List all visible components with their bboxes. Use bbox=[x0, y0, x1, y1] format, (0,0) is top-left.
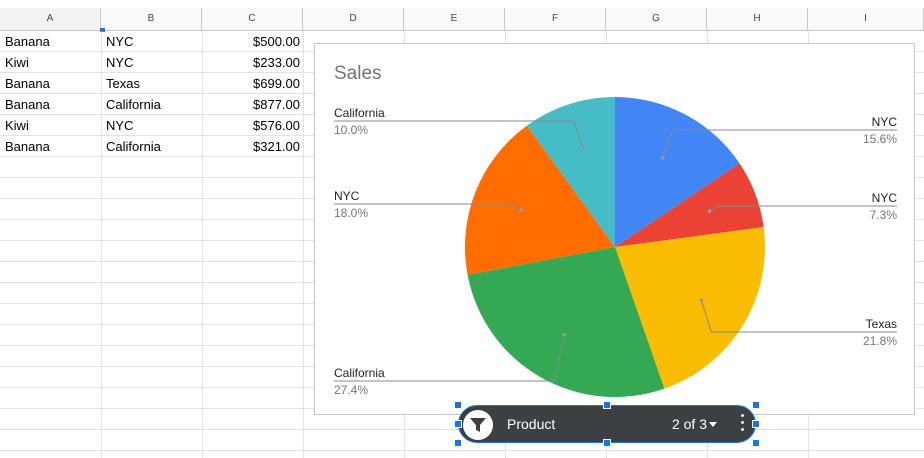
cell[interactable]: $877.00 bbox=[253, 97, 300, 112]
product-slicer[interactable]: Product 2 of 3 bbox=[458, 405, 756, 443]
leader-line bbox=[334, 120, 585, 151]
grid-column-line bbox=[101, 31, 102, 458]
leader-line bbox=[662, 129, 897, 158]
more-vert-icon[interactable] bbox=[741, 414, 745, 434]
cell[interactable]: Banana bbox=[5, 97, 50, 112]
chart-title: Sales bbox=[334, 63, 382, 84]
pie-slice[interactable] bbox=[526, 97, 615, 247]
column-header-b[interactable]: B bbox=[101, 8, 202, 30]
slice-percent: 15.6% bbox=[863, 132, 897, 146]
cell[interactable]: Banana bbox=[5, 34, 50, 49]
column-header-d[interactable]: D bbox=[303, 8, 404, 30]
cell[interactable]: California bbox=[106, 97, 161, 112]
cell[interactable]: NYC bbox=[106, 118, 134, 133]
cell[interactable]: Texas bbox=[106, 76, 140, 91]
cell[interactable]: NYC bbox=[106, 34, 134, 49]
slice-label: NYC bbox=[872, 191, 898, 205]
slicer-label: Product bbox=[507, 416, 556, 432]
cell[interactable]: California bbox=[106, 139, 161, 154]
pie-slice[interactable] bbox=[465, 125, 615, 275]
grid-column-line bbox=[303, 31, 304, 458]
slice-percent: 21.8% bbox=[863, 334, 897, 348]
cell[interactable]: $576.00 bbox=[253, 118, 300, 133]
cell[interactable]: Banana bbox=[5, 76, 50, 91]
cell[interactable]: $699.00 bbox=[253, 76, 300, 91]
column-header-row: A B C D E F G H I bbox=[0, 8, 924, 31]
column-header-h[interactable]: H bbox=[707, 8, 808, 30]
pie-slice[interactable] bbox=[615, 97, 740, 247]
resize-handle-bottom-left[interactable] bbox=[454, 439, 462, 447]
slicer-selection-count[interactable]: 2 of 3 bbox=[671, 416, 707, 432]
column-header-a[interactable]: A bbox=[0, 8, 101, 30]
chevron-down-icon[interactable] bbox=[709, 422, 717, 427]
leader-line bbox=[334, 203, 522, 211]
resize-handle-left[interactable] bbox=[454, 420, 462, 428]
slice-percent: 7.3% bbox=[870, 208, 898, 222]
pie-chart[interactable]: Sales NYC 15.6% NYC 7.3% Texas 21.8% Californi… bbox=[314, 43, 915, 415]
leader-line bbox=[700, 299, 897, 333]
cell[interactable]: Banana bbox=[5, 139, 50, 154]
resize-handle-right[interactable] bbox=[752, 420, 760, 428]
grid-column-line bbox=[202, 31, 203, 458]
slice-label: NYC bbox=[334, 189, 360, 203]
filter-icon[interactable] bbox=[463, 410, 493, 440]
column-header-c[interactable]: C bbox=[202, 8, 303, 30]
leader-line bbox=[334, 334, 565, 382]
pie-slice[interactable] bbox=[615, 227, 765, 389]
cell[interactable]: NYC bbox=[106, 55, 134, 70]
pie-slice[interactable] bbox=[467, 247, 665, 398]
column-header-e[interactable]: E bbox=[404, 8, 505, 30]
cell[interactable]: Kiwi bbox=[5, 55, 29, 70]
slice-label: Texas bbox=[866, 317, 897, 331]
slice-percent: 10.0% bbox=[334, 123, 368, 137]
resize-handle-bottom-right[interactable] bbox=[752, 439, 760, 447]
grid-row-line bbox=[0, 450, 924, 451]
pie-chart-canvas: NYC 15.6% NYC 7.3% Texas 21.8% California 27.4%… bbox=[334, 97, 898, 398]
leader-dot bbox=[562, 332, 567, 337]
column-header-g[interactable]: G bbox=[606, 8, 707, 30]
leader-line bbox=[709, 205, 897, 212]
resize-handle-top-right[interactable] bbox=[752, 401, 760, 409]
resize-handle-top[interactable] bbox=[603, 401, 611, 409]
pie-slice[interactable] bbox=[615, 163, 764, 247]
cell[interactable]: $500.00 bbox=[253, 34, 300, 49]
slice-percent: 18.0% bbox=[334, 206, 368, 220]
slice-label: NYC bbox=[872, 115, 898, 129]
resize-handle-top-left[interactable] bbox=[454, 401, 462, 409]
cell[interactable]: $321.00 bbox=[253, 139, 300, 154]
column-header-f[interactable]: F bbox=[505, 8, 606, 30]
slice-label: California bbox=[334, 106, 385, 120]
slice-percent: 27.4% bbox=[334, 383, 368, 397]
column-header-i[interactable]: I bbox=[808, 8, 924, 30]
resize-handle-bottom[interactable] bbox=[603, 439, 611, 447]
slice-label: California bbox=[334, 366, 385, 380]
cell[interactable]: $233.00 bbox=[253, 55, 300, 70]
selection-indicator bbox=[100, 28, 105, 32]
cell[interactable]: Kiwi bbox=[5, 118, 29, 133]
